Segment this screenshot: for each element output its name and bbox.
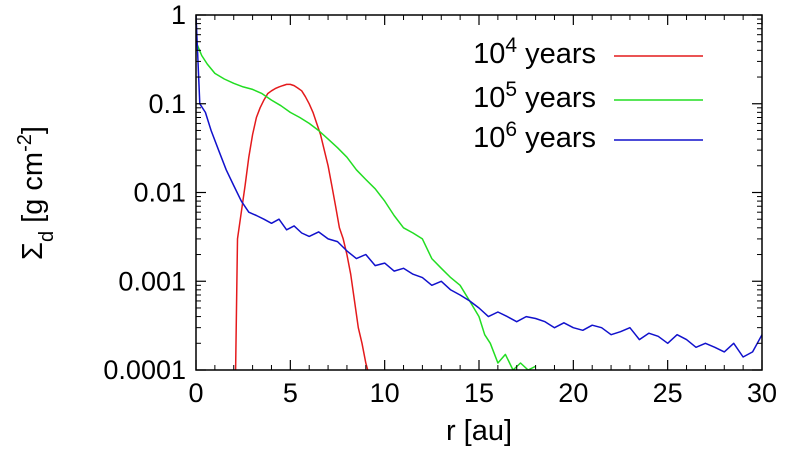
x-tick-label: 25: [653, 378, 683, 408]
series-layer: [196, 15, 762, 370]
y-tick-label: 1: [171, 0, 186, 30]
y-label-units-exponent: -2: [14, 134, 36, 152]
y-axis-label: Σd [g cm-2]: [14, 126, 58, 260]
y-label-units-close: ]: [17, 126, 49, 134]
y-label-symbol: Σ: [17, 242, 49, 260]
x-tick-label: 20: [558, 378, 588, 408]
y-tick-label: 0.01: [133, 178, 186, 208]
legend-entry-1e4: 104 years: [473, 34, 703, 71]
legend-entry-1e5: 105 years: [473, 78, 703, 115]
series-line-0: [234, 83, 369, 370]
ticks-layer: 0 5 10 15 20 25 30 0.0001 0.001 0.01 0.1 1: [103, 0, 777, 408]
legend-label-1e6: 106 years: [473, 118, 596, 155]
legend-label-1e4: 104 years: [473, 34, 596, 71]
legend-label-1e5: 105 years: [473, 78, 596, 115]
x-tick-label: 30: [747, 378, 777, 408]
y-label-subscript: d: [36, 231, 58, 242]
legend: 104 years 105 years 106 years: [473, 34, 703, 155]
y-tick-label: 0.001: [118, 266, 186, 296]
y-label-units: [g cm: [17, 152, 49, 231]
x-tick-label: 5: [283, 378, 298, 408]
x-axis-label: r [au]: [446, 415, 512, 447]
x-tick-label: 0: [188, 378, 203, 408]
y-tick-label: 0.0001: [103, 355, 186, 385]
x-tick-label: 10: [370, 378, 400, 408]
series-line-1: [196, 41, 536, 370]
y-tick-label: 0.1: [148, 89, 186, 119]
x-tick-label: 15: [464, 378, 494, 408]
legend-entry-1e6: 106 years: [473, 118, 703, 155]
series-line-2: [196, 15, 762, 358]
